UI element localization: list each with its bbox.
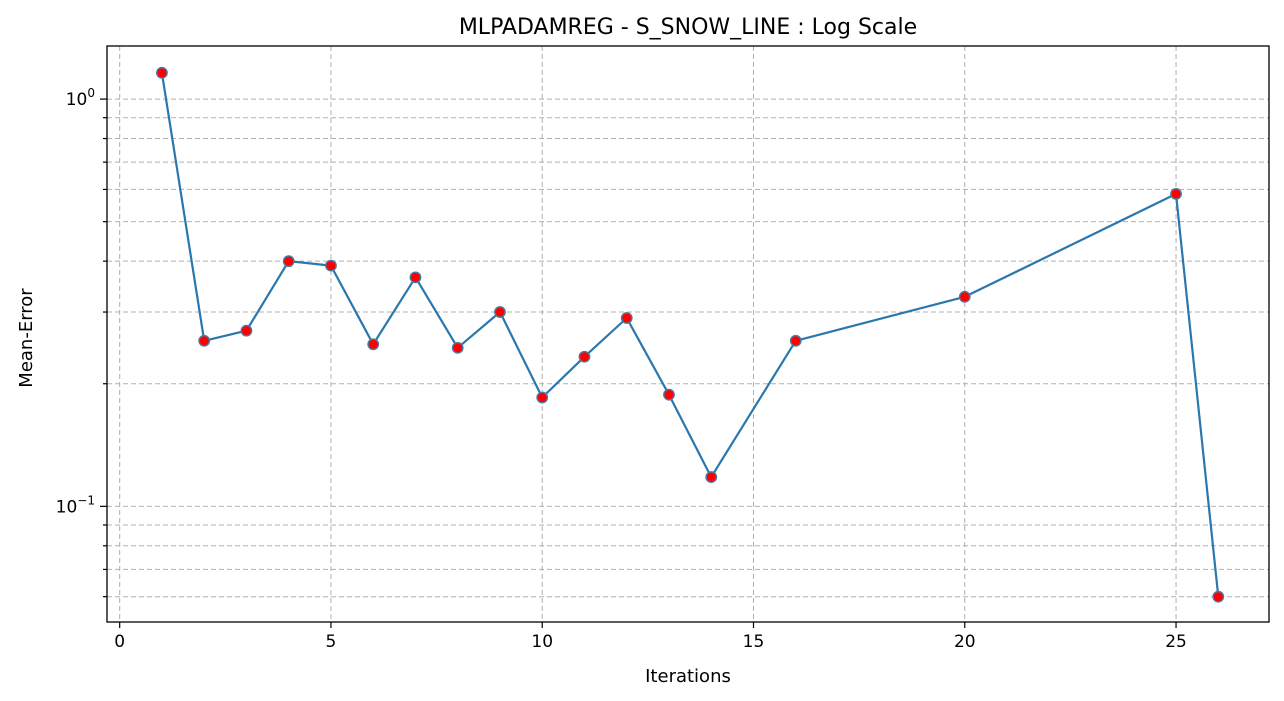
data-point xyxy=(240,324,253,337)
data-point xyxy=(620,312,633,324)
data-point xyxy=(958,290,971,303)
x-tick-label: 20 xyxy=(954,632,976,652)
data-point xyxy=(1212,590,1225,603)
data-point xyxy=(494,306,506,318)
data-point xyxy=(789,334,802,347)
data-point xyxy=(198,334,211,347)
tick-layer: 0 5 10 15 20 25 10−1 100 xyxy=(56,86,1187,652)
plot-frame xyxy=(106,45,1270,623)
y-axis-label: Mean-Error xyxy=(16,288,37,388)
data-point xyxy=(325,259,337,272)
series-layer xyxy=(156,66,1225,603)
data-point xyxy=(536,391,549,404)
y-tick-label: 100 xyxy=(66,86,95,110)
x-axis-label: Iterations xyxy=(645,666,731,687)
data-point xyxy=(663,388,675,401)
x-tick-label: 0 xyxy=(114,632,125,652)
x-tick-label: 5 xyxy=(326,632,337,652)
data-point xyxy=(451,341,464,354)
data-point xyxy=(1170,188,1182,200)
data-point xyxy=(578,350,591,363)
x-tick-label: 15 xyxy=(743,632,765,652)
data-point xyxy=(367,338,380,351)
data-point xyxy=(282,255,295,268)
chart-title: MLPADAMREG - S_SNOW_LINE : Log Scale xyxy=(459,15,917,40)
grid-layer xyxy=(107,46,1269,622)
data-point xyxy=(156,66,168,79)
y-tick-label: 10−1 xyxy=(56,493,95,517)
data-point xyxy=(705,471,718,483)
x-tick-label: 25 xyxy=(1165,632,1187,652)
series-line xyxy=(160,72,1220,597)
x-tick-label: 10 xyxy=(531,632,553,652)
data-point xyxy=(409,271,422,284)
